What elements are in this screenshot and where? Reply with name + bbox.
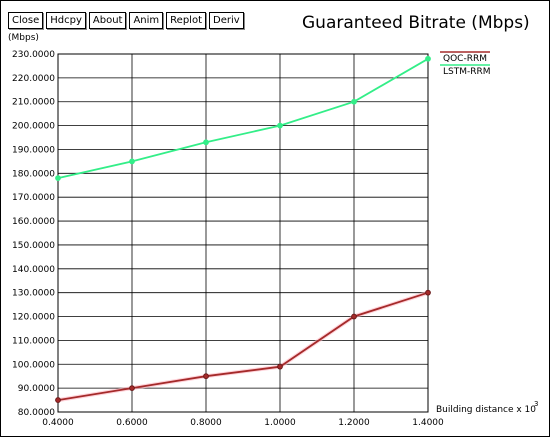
data-point bbox=[351, 98, 357, 105]
x-tick-label: 1.0000 bbox=[264, 418, 296, 428]
y-tick-label: 220.0000 bbox=[12, 74, 55, 84]
y-tick-label: 130.0000 bbox=[12, 289, 55, 299]
unit-label: (Mbps) bbox=[8, 33, 39, 43]
close-button[interactable]: Close bbox=[8, 12, 44, 29]
y-tick-label: 230.0000 bbox=[12, 50, 55, 60]
plot-area bbox=[57, 53, 429, 413]
y-tick-label: 100.0000 bbox=[12, 360, 55, 370]
x-tick-label: 1.4000 bbox=[412, 418, 444, 428]
series-line-lstm-rrm bbox=[57, 58, 429, 179]
series-line-qoc-rrm bbox=[57, 291, 429, 401]
y-tick-label: 170.0000 bbox=[12, 193, 55, 203]
y-tick-label: 110.0000 bbox=[12, 336, 55, 346]
y-tick-label: 120.0000 bbox=[12, 313, 55, 323]
y-tick-label: 150.0000 bbox=[12, 241, 55, 251]
about-button[interactable]: About bbox=[88, 12, 127, 29]
toolbar: Close Hdcpy About Anim Replot Deriv bbox=[8, 12, 244, 29]
data-point bbox=[55, 397, 61, 403]
y-tick-label: 190.0000 bbox=[12, 145, 55, 155]
data-point bbox=[203, 373, 209, 380]
data-point bbox=[55, 175, 61, 182]
series-halo-line bbox=[57, 290, 429, 403]
data-point bbox=[277, 363, 283, 370]
hardcopy-button[interactable]: Hdcpy bbox=[46, 12, 86, 29]
data-point bbox=[351, 313, 357, 320]
x-tick-label: 0.8000 bbox=[190, 418, 222, 428]
data-point bbox=[425, 55, 431, 62]
y-tick-label: 90.0000 bbox=[18, 384, 55, 394]
deriv-button[interactable]: Deriv bbox=[209, 12, 244, 29]
data-point bbox=[425, 289, 431, 296]
x-axis-label: Building distance x 10 bbox=[436, 405, 536, 415]
anim-button[interactable]: Anim bbox=[129, 12, 164, 29]
x-tick-label: 0.4000 bbox=[42, 418, 74, 428]
y-tick-label: 210.0000 bbox=[12, 98, 55, 108]
data-point bbox=[203, 139, 209, 146]
legend-label: LSTM-RRM bbox=[443, 67, 491, 77]
data-point bbox=[277, 122, 283, 129]
x-tick-label: 0.6000 bbox=[116, 418, 148, 428]
x-tick-label: 1.2000 bbox=[338, 418, 370, 428]
data-point bbox=[129, 385, 135, 392]
y-tick-label: 200.0000 bbox=[12, 122, 55, 132]
y-tick-label: 160.0000 bbox=[12, 217, 55, 227]
chart-title: Guaranteed Bitrate (Mbps) bbox=[302, 13, 530, 33]
y-tick-label: 80.0000 bbox=[18, 408, 55, 418]
y-tick-label: 180.0000 bbox=[12, 169, 55, 179]
data-point bbox=[129, 158, 135, 165]
legend-label: QOC-RRM bbox=[443, 54, 487, 64]
x-axis-exponent: 3 bbox=[534, 400, 538, 408]
replot-button[interactable]: Replot bbox=[166, 12, 206, 29]
y-tick-label: 140.0000 bbox=[12, 265, 55, 275]
